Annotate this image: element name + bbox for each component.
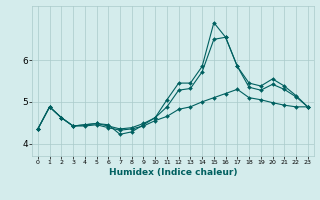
X-axis label: Humidex (Indice chaleur): Humidex (Indice chaleur): [108, 168, 237, 177]
